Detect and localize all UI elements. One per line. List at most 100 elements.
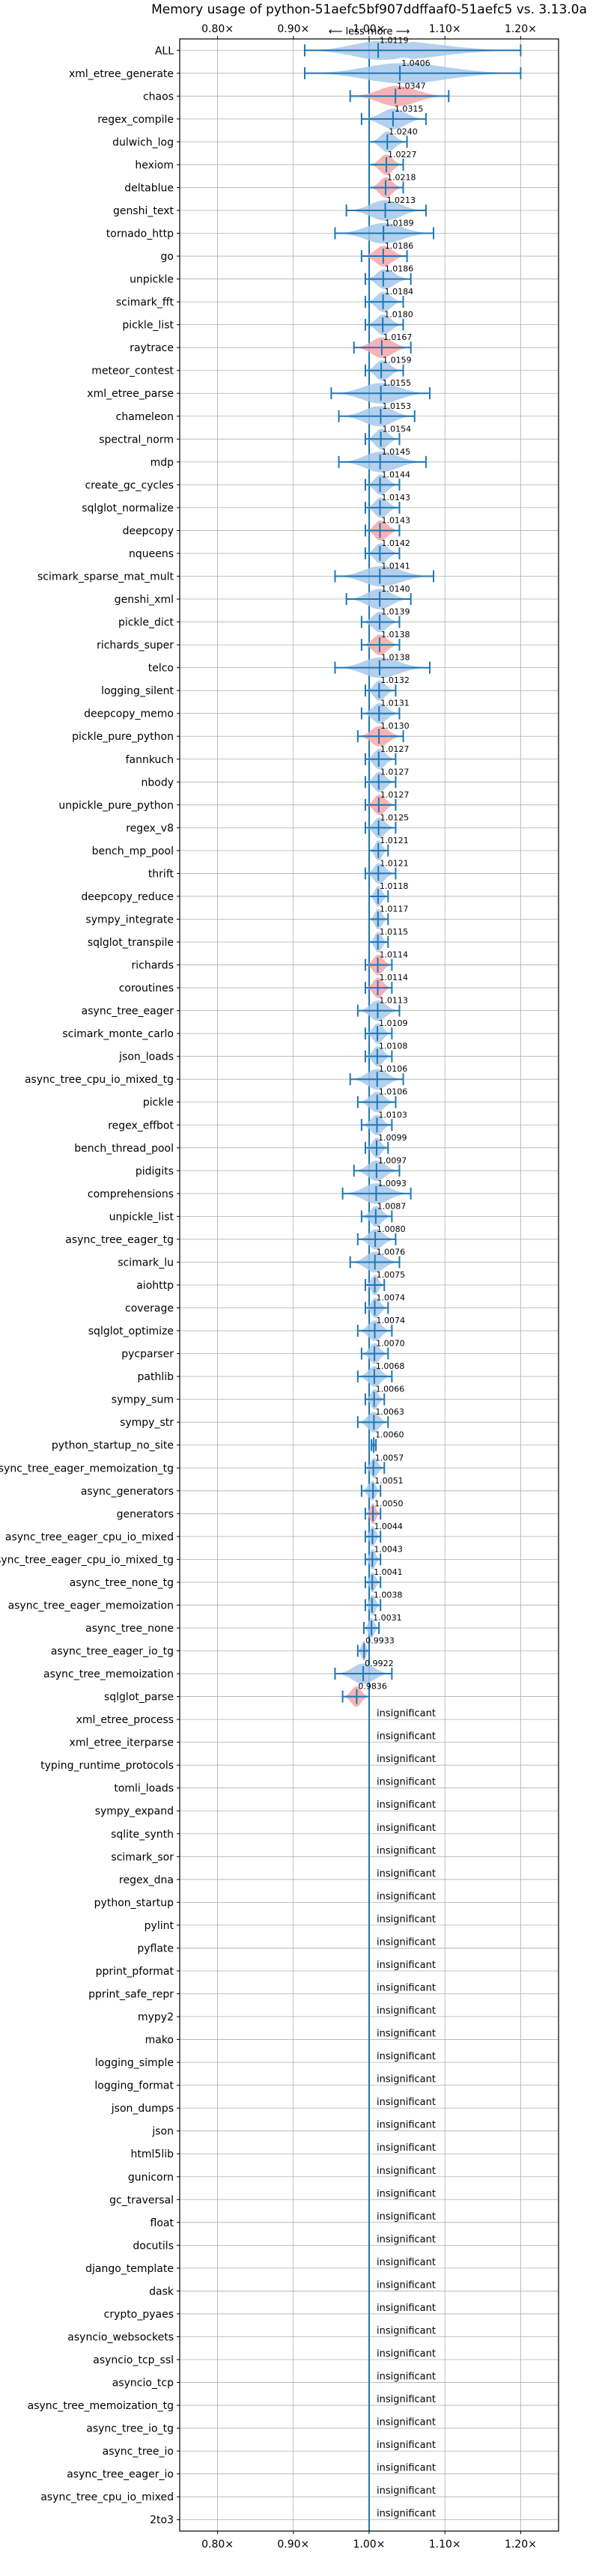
benchmark-row: async_tree_memoization 0.9922 — [43, 1659, 394, 1684]
benchmark-label: pickle_list — [122, 320, 174, 332]
benchmark-row: sympy_integrate1.0117 — [85, 904, 408, 929]
insignificant-label: insignificant — [377, 2325, 436, 2336]
insignificant-label: insignificant — [377, 2142, 436, 2154]
insignificant-label: insignificant — [377, 1868, 436, 1880]
benchmark-row: logging_formatinsignificant — [94, 2074, 436, 2092]
benchmark-label: async_tree_memoization_tg — [28, 2400, 174, 2412]
benchmark-label: async_tree_eager_cpu_io_mixed_tg — [0, 1554, 174, 1566]
value-label: 1.0406 — [401, 58, 431, 68]
insignificant-label: insignificant — [377, 1891, 436, 1902]
benchmark-row: create_gc_cycles 1.0144 — [85, 470, 410, 495]
value-label: 1.0114 — [380, 973, 409, 982]
value-label: 1.0097 — [378, 1155, 407, 1165]
benchmark-row: asyncio_websockets insignificant — [67, 2325, 436, 2343]
benchmark-row: fannkuch1.0127 — [126, 744, 410, 770]
benchmark-row: python_startup insignificant — [94, 1891, 436, 1909]
benchmark-row: async_tree_none_tg 1.0041 — [70, 1567, 403, 1593]
insignificant-label: insignificant — [377, 1799, 436, 1811]
benchmark-label: sympy_str — [120, 1417, 174, 1429]
x-tick-label-top: 1.00× — [353, 23, 386, 35]
value-label: 1.0138 — [381, 653, 410, 663]
value-label: 1.0167 — [383, 332, 413, 342]
insignificant-label: insignificant — [377, 2394, 436, 2405]
benchmark-row: pycparser1.0070 — [121, 1339, 404, 1364]
benchmark-label: telco — [148, 663, 174, 675]
benchmark-row: scimark_monte_carlo1.0109 — [62, 1018, 407, 1044]
benchmark-row: makoinsignificant — [145, 2029, 436, 2047]
benchmark-row: async_tree_eager 1.0113 — [82, 996, 408, 1021]
benchmark-label: async_generators — [81, 1486, 174, 1498]
benchmark-label: python_startup — [94, 1897, 174, 1909]
insignificant-label: insignificant — [377, 2440, 436, 2451]
benchmark-label: logging_simple — [95, 2057, 174, 2069]
x-tick-label-top: 1.20× — [505, 23, 537, 35]
benchmark-label: pprint_safe_repr — [88, 1988, 174, 2000]
benchmark-row: pathlib 1.0068 — [138, 1361, 405, 1387]
value-label: 1.0153 — [382, 401, 411, 411]
value-label: 1.0041 — [374, 1567, 402, 1577]
benchmark-label: sympy_expand — [95, 1805, 174, 1817]
value-label: 1.0132 — [380, 675, 410, 685]
value-label: 1.0189 — [385, 219, 414, 228]
benchmark-label: async_tree_eager_tg — [65, 1234, 174, 1246]
benchmark-row: spectral_norm 1.0154 — [99, 424, 411, 449]
benchmark-row: dulwich_log1.0240 — [112, 127, 418, 152]
value-label: 1.0076 — [377, 1247, 405, 1257]
insignificant-label: insignificant — [377, 1914, 436, 1925]
benchmark-row: async_tree_eager_cpu_io_mixed_tg1.0043 — [0, 1544, 403, 1570]
benchmark-row: crypto_pyaesinsignificant — [104, 2303, 436, 2321]
benchmark-label: unpickle_pure_python — [58, 800, 174, 812]
benchmark-label: django_template — [85, 2263, 174, 2275]
benchmark-row: async_tree_cpu_io_mixed_tg 1.0106 — [25, 1064, 407, 1090]
benchmark-row: async_tree_eager_io insignificant — [67, 2463, 436, 2481]
benchmark-row: scimark_sparse_mat_mult 1.0141 — [37, 562, 434, 587]
benchmark-row: json_loads 1.0108 — [118, 1042, 407, 1067]
benchmark-row: generators1.0050 — [117, 1498, 404, 1524]
insignificant-label: insignificant — [377, 1708, 436, 1719]
benchmark-label: async_tree_eager_io — [67, 2469, 174, 2481]
value-label: 1.0240 — [389, 127, 418, 136]
benchmark-label: async_tree_eager — [82, 1006, 174, 1018]
insignificant-label: insignificant — [377, 1845, 436, 1856]
insignificant-label: insignificant — [377, 1960, 436, 1971]
benchmark-label: scimark_lu — [118, 1257, 174, 1269]
benchmark-row: comprehensions1.0093 — [88, 1179, 411, 1204]
value-label: 1.0143 — [381, 493, 410, 502]
benchmark-row: coverage1.0074 — [125, 1293, 405, 1318]
benchmark-label: async_tree_none — [85, 1623, 174, 1635]
value-label: 1.0144 — [382, 470, 411, 479]
insignificant-label: insignificant — [377, 2166, 436, 2177]
value-label: 1.0180 — [384, 310, 413, 320]
benchmark-label: 2to3 — [150, 2515, 174, 2527]
benchmark-label: json — [151, 2126, 174, 2138]
benchmark-label: pylint — [145, 1920, 174, 1932]
benchmark-label: pprint_pformat — [96, 1966, 174, 1978]
benchmark-label: spectral_norm — [99, 434, 174, 446]
x-tick-label-top: 1.10× — [429, 23, 461, 35]
benchmark-row: mdp1.0145 — [150, 447, 426, 473]
benchmark-row: deepcopy 1.0143 — [123, 515, 410, 540]
benchmark-row: pickle_dict1.0139 — [118, 607, 410, 633]
benchmark-row: nqueens1.0142 — [129, 538, 410, 563]
x-tick-label-bottom: 0.90× — [277, 2539, 309, 2551]
benchmark-row: sympy_expand insignificant — [95, 1799, 436, 1817]
value-label: 1.0155 — [383, 378, 412, 388]
benchmark-label: float — [150, 2217, 174, 2229]
value-label: 1.0127 — [380, 790, 410, 800]
value-label: 1.0347 — [397, 81, 426, 91]
benchmark-label: aiohttp — [136, 1280, 174, 1292]
insignificant-label: insignificant — [377, 2211, 436, 2223]
benchmark-row: logging_simple insignificant — [95, 2051, 436, 2069]
benchmark-row: unpickle1.0186 — [130, 264, 413, 289]
benchmark-row: xml_etree_generate 1.0406 — [69, 58, 520, 84]
benchmark-label: bench_mp_pool — [92, 845, 174, 857]
value-label: 1.0131 — [380, 699, 410, 708]
benchmark-label: deltablue — [124, 182, 174, 194]
insignificant-label: insignificant — [377, 2051, 436, 2062]
insignificant-label: insignificant — [377, 2120, 436, 2131]
benchmark-label: async_tree_none_tg — [70, 1577, 174, 1589]
benchmark-row: pprint_safe_reprinsignificant — [88, 1982, 436, 2000]
benchmark-label: sqlite_synth — [111, 1829, 174, 1841]
benchmark-row: asyncio_tcpinsignificant — [112, 2372, 436, 2390]
insignificant-label: insignificant — [377, 2257, 436, 2268]
